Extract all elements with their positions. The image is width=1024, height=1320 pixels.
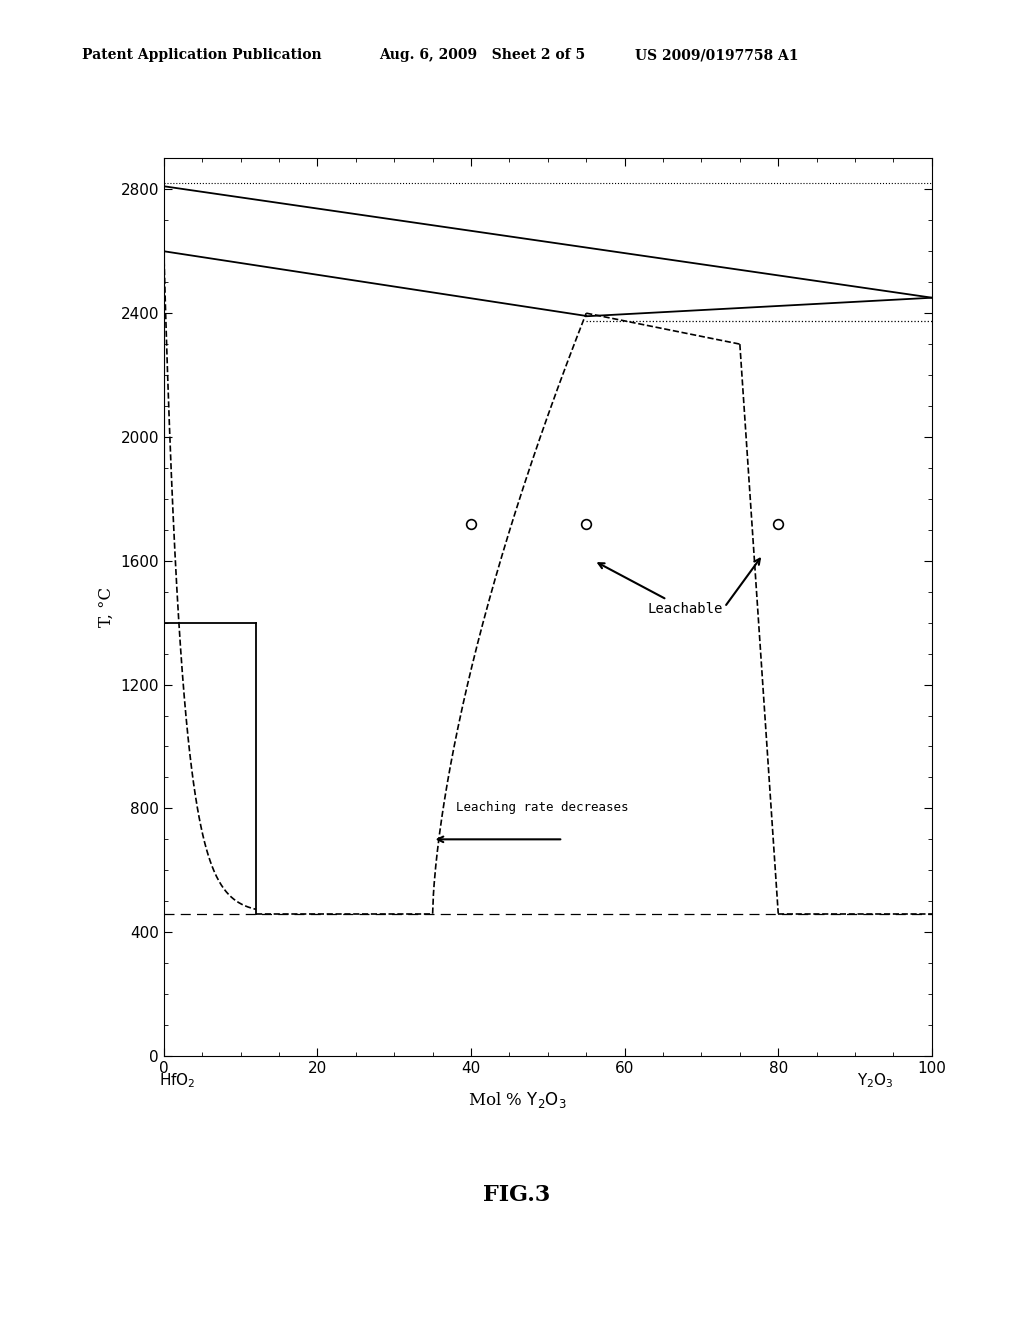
Text: $\mathrm{Y_2O_3}$: $\mathrm{Y_2O_3}$ (857, 1071, 894, 1090)
Y-axis label: T, °C: T, °C (98, 587, 115, 627)
Text: FIG.3: FIG.3 (483, 1184, 551, 1206)
Text: Leachable: Leachable (598, 564, 723, 616)
Text: Aug. 6, 2009   Sheet 2 of 5: Aug. 6, 2009 Sheet 2 of 5 (379, 49, 585, 62)
Text: $\mathrm{HfO_2}$: $\mathrm{HfO_2}$ (159, 1071, 196, 1090)
Text: US 2009/0197758 A1: US 2009/0197758 A1 (635, 49, 799, 62)
Text: Mol % $\mathrm{Y_2O_3}$: Mol % $\mathrm{Y_2O_3}$ (468, 1090, 566, 1110)
Text: Leaching rate decreases: Leaching rate decreases (456, 801, 628, 814)
Text: Patent Application Publication: Patent Application Publication (82, 49, 322, 62)
